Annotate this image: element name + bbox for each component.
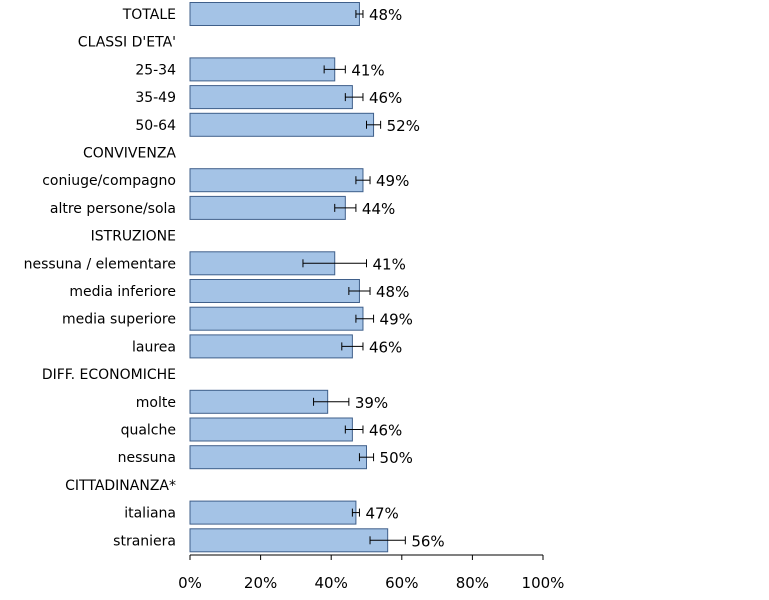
value-label: 46%: [369, 338, 402, 356]
chart-row: laurea 46%: [132, 334, 402, 359]
chart-row: TOTALE 48%: [122, 2, 402, 26]
x-tick-label: 80%: [456, 574, 489, 592]
chart-row: straniera 56%: [113, 528, 445, 553]
category-label: coniuge/compagno: [42, 173, 176, 189]
error-bar: [369, 536, 406, 545]
x-tick-label: 40%: [315, 574, 348, 592]
error-bar: [348, 287, 371, 295]
category-label: CONVIVENZA: [83, 146, 176, 162]
chart-row: qualche 46%: [121, 417, 402, 442]
bar: [189, 334, 353, 359]
category-label: nessuna / elementare: [24, 256, 176, 272]
x-axis-ticks: 0% 20% 40% 60% 80% 100%: [178, 555, 564, 592]
error-bar: [334, 203, 357, 212]
value-label: 41%: [373, 255, 406, 273]
chart-row: media superiore 49%: [62, 306, 413, 331]
bar: [189, 389, 329, 414]
category-label: CLASSI D'ETA': [78, 35, 176, 51]
value-label: 39%: [355, 394, 388, 412]
bar: [189, 417, 353, 442]
chart-row: nessuna 50%: [118, 445, 413, 470]
category-label: nessuna: [118, 450, 176, 466]
error-bar: [313, 397, 350, 406]
bar: [189, 528, 389, 553]
value-label: 46%: [369, 422, 402, 440]
value-label: 46%: [369, 89, 402, 107]
category-label: italiana: [124, 506, 176, 522]
value-label: 56%: [411, 532, 444, 550]
bar: [189, 112, 375, 137]
chart-row: CLASSI D'ETA': [78, 35, 176, 51]
value-label: 44%: [362, 200, 395, 218]
value-label: 49%: [376, 172, 409, 190]
category-label: 35-49: [135, 90, 176, 106]
chart-row: CITTADINANZA*: [65, 478, 176, 494]
category-label: media superiore: [62, 312, 176, 328]
chart-row: 25-34 41%: [135, 57, 385, 82]
chart-row: media inferiore 48%: [69, 279, 409, 303]
error-bar: [355, 314, 375, 323]
chart-row: 50-64 52%: [135, 112, 420, 137]
chart-row: altre persone/sola 44%: [50, 195, 395, 220]
value-label: 48%: [369, 6, 402, 24]
category-label: DIFF. ECONOMICHE: [42, 367, 176, 383]
category-label: straniera: [113, 533, 176, 549]
x-tick-label: 0%: [178, 574, 202, 592]
error-bar: [351, 508, 360, 517]
error-bar: [302, 259, 367, 268]
bar: [189, 57, 336, 82]
chart-row: coniuge/compagno 49%: [42, 168, 409, 193]
error-bar: [358, 453, 375, 462]
error-bar: [366, 120, 382, 129]
category-label: laurea: [132, 339, 176, 355]
chart-row: DIFF. ECONOMICHE: [42, 367, 176, 383]
category-label: 50-64: [135, 118, 176, 134]
error-bar: [323, 65, 346, 74]
bar: [189, 445, 367, 470]
category-label: CITTADINANZA*: [65, 478, 176, 494]
category-label: TOTALE: [122, 7, 176, 23]
x-tick-label: 60%: [385, 574, 418, 592]
error-bar: [355, 10, 364, 18]
chart-row: CONVIVENZA: [83, 146, 176, 162]
bar: [189, 2, 360, 26]
x-tick-label: 20%: [244, 574, 277, 592]
error-bar: [344, 93, 364, 102]
chart-rows: TOTALE 48% CLASSI D'ETA' 25-34 41% 35-49 46% 50…: [24, 2, 445, 553]
chart-row: italiana 47%: [124, 500, 399, 525]
value-label: 52%: [387, 117, 420, 135]
x-tick-label: 100%: [522, 574, 565, 592]
bar: [189, 279, 360, 303]
bar: [189, 500, 357, 525]
value-label: 41%: [351, 61, 384, 79]
error-bar: [341, 342, 364, 351]
bar: [189, 85, 353, 110]
bar: [189, 306, 364, 331]
chart-row: nessuna / elementare 41%: [24, 251, 406, 276]
value-label: 48%: [376, 283, 409, 301]
category-label: 25-34: [135, 62, 176, 78]
bar: [189, 195, 346, 220]
chart-row: 35-49 46%: [135, 85, 402, 110]
value-label: 47%: [365, 505, 398, 523]
category-label: qualche: [121, 423, 176, 439]
error-bar: [355, 176, 371, 185]
category-label: ISTRUZIONE: [91, 229, 176, 245]
category-label: molte: [136, 395, 176, 411]
value-label: 49%: [380, 311, 413, 329]
value-label: 50%: [380, 449, 413, 467]
chart-row: ISTRUZIONE: [91, 229, 176, 245]
category-label: media inferiore: [69, 284, 176, 300]
error-bar: [344, 425, 364, 434]
chart-row: molte 39%: [136, 389, 388, 414]
category-label: altre persone/sola: [50, 201, 176, 217]
bar: [189, 168, 364, 193]
